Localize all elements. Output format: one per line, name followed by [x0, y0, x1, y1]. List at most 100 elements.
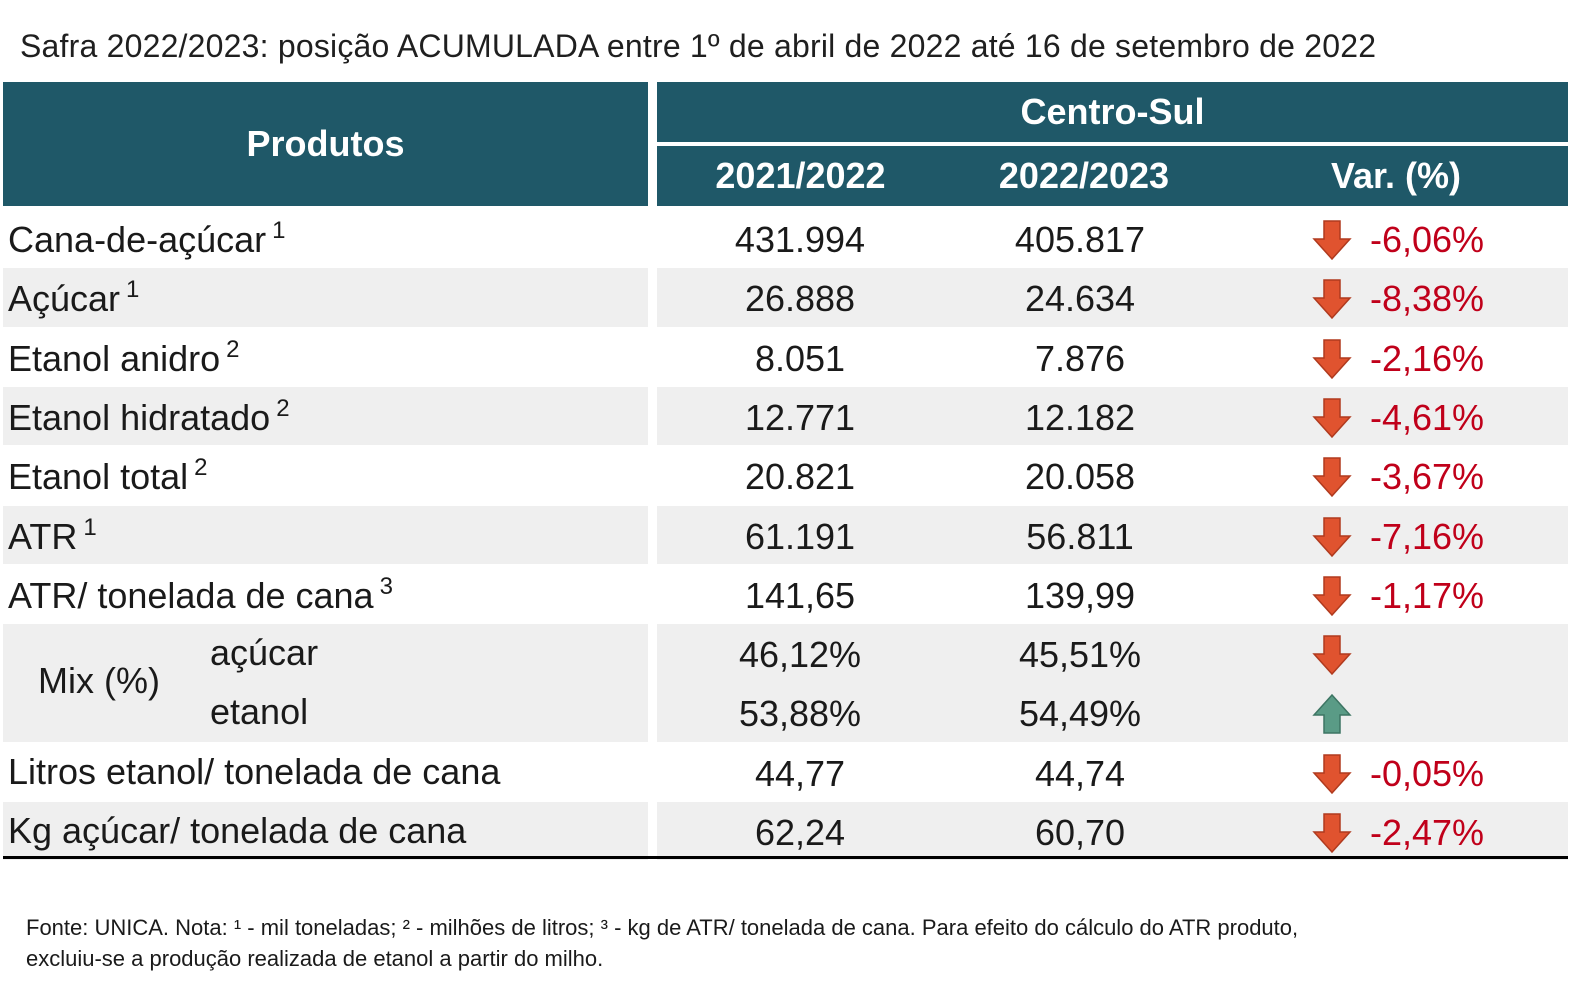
mix-acucar-2021-2022: 46,12%	[738, 634, 862, 676]
row-shade-right	[657, 802, 1568, 861]
row-label-text: Etanol anidro	[8, 337, 221, 379]
row-label: Etanol hidratado 2	[8, 395, 290, 439]
row-label-text: Kg açúcar/ tonelada de cana	[8, 810, 467, 851]
value-2021-2022: 26.888	[744, 278, 856, 320]
mix-sub-label-acucar: açúcar	[210, 632, 319, 674]
table-row: Etanol total 2 20.821 20.058 -3,67%	[0, 446, 1580, 504]
footnote-marker: 1	[126, 276, 140, 304]
table-bottom-rule	[3, 856, 1568, 859]
table-row: Cana-de-açúcar 1 431.994 405.817 -6,06%	[0, 209, 1580, 267]
value-2022-2023: 20.058	[1024, 456, 1136, 498]
variation-value: -8,38%	[1370, 278, 1485, 320]
arrow-down-icon	[1312, 278, 1352, 320]
row-label: ATR 1	[8, 514, 97, 558]
footnote-marker: 2	[276, 394, 290, 422]
value-2022-2023: 12.182	[1024, 396, 1136, 438]
row-label-text: Etanol hidratado	[8, 396, 271, 438]
value-2022-2023: 139,99	[1024, 574, 1136, 616]
footnote-line-2: excluiu-se a produção realizada de etano…	[26, 946, 604, 971]
row-label-text: Litros etanol/ tonelada de cana	[8, 750, 501, 792]
header-col-2022-2023: 2022/2023	[944, 146, 1224, 206]
table-row: ATR 1 61.191 56.811 -7,16%	[0, 505, 1580, 564]
table-row: Açúcar 1 26.888 24.634 -8,38%	[0, 268, 1580, 327]
arrow-down-icon	[1312, 338, 1352, 380]
value-2022-2023: 405.817	[1014, 219, 1146, 260]
mix-acucar-2022-2023: 45,51%	[1018, 634, 1142, 676]
variation-value: -7,16%	[1370, 515, 1485, 557]
arrow-down-icon	[1312, 753, 1352, 795]
table-row: Litros etanol/ tonelada de cana 44,77 44,7…	[0, 743, 1580, 801]
header-col-var: Var. (%)	[1224, 146, 1568, 206]
row-label-text: Etanol total	[8, 456, 189, 498]
value-2021-2022: 431.994	[734, 219, 866, 260]
page-title: Safra 2022/2023: posição ACUMULADA entre…	[20, 28, 1377, 64]
row-label: Etanol anidro 2	[8, 336, 240, 380]
footnote-marker: 3	[379, 572, 393, 600]
value-2021-2022: 141,65	[744, 574, 856, 616]
variation-value: -2,16%	[1370, 337, 1485, 379]
table-row: Etanol hidratado 2 12.771 12.182 -4,61%	[0, 386, 1580, 446]
row-label-text: ATR/ tonelada de cana	[8, 574, 374, 616]
row-shade-left	[3, 802, 648, 861]
value-2021-2022: 12.771	[744, 396, 856, 438]
value-2021-2022: 8.051	[754, 337, 846, 379]
row-label: Litros etanol/ tonelada de cana	[8, 751, 500, 793]
footnote-marker: 2	[194, 454, 208, 482]
arrow-down-icon	[1312, 516, 1352, 558]
value-2022-2023: 7.876	[1034, 337, 1126, 379]
mix-row-group: Mix (%) açúcar 46,12% 45,51% etanol 53,88% 54,…	[0, 624, 1580, 742]
variation-value: -6,06%	[1370, 219, 1485, 260]
mix-sub-label-etanol: etanol	[210, 691, 309, 733]
footnote-line-1: Fonte: UNICA. Nota: ¹ - mil toneladas; ²…	[26, 915, 1299, 940]
value-2022-2023: 60,70	[1034, 812, 1126, 853]
row-shade-right	[657, 624, 1568, 742]
row-label: Açúcar 1	[8, 276, 139, 320]
footnote-marker: 1	[83, 513, 97, 541]
row-shade-left	[3, 505, 648, 564]
footnote: Fonte: UNICA. Nota: ¹ - mil toneladas; ²…	[26, 912, 1556, 974]
row-label: Etanol total 2	[8, 454, 207, 498]
mix-label: Mix (%)	[38, 660, 160, 702]
row-label: ATR/ tonelada de cana 3	[8, 573, 393, 617]
row-label-text: Cana-de-açúcar	[8, 219, 267, 260]
value-2021-2022: 62,24	[754, 812, 846, 853]
variation-value: -4,61%	[1370, 396, 1485, 438]
row-label: Kg açúcar/ tonelada de cana	[8, 810, 466, 852]
variation-value: -2,47%	[1370, 812, 1485, 853]
row-shade-right	[657, 505, 1568, 564]
arrow-down-icon	[1312, 397, 1352, 439]
row-label: Cana-de-açúcar 1	[8, 217, 286, 261]
row-label-text: ATR	[8, 515, 78, 557]
header-col-2021-2022: 2021/2022	[657, 146, 944, 206]
row-shade-left	[3, 268, 648, 327]
arrow-down-icon	[1312, 634, 1352, 676]
row-shade-right	[657, 268, 1568, 327]
value-2021-2022: 61.191	[744, 515, 856, 557]
row-shade-right	[657, 386, 1568, 446]
header-region: Centro-Sul	[657, 82, 1568, 142]
value-2021-2022: 44,77	[754, 752, 846, 794]
value-2021-2022: 20.821	[744, 456, 856, 498]
variation-value: -1,17%	[1370, 574, 1485, 616]
arrow-down-icon	[1312, 812, 1352, 854]
arrow-up-icon	[1312, 693, 1352, 735]
variation-value: -0,05%	[1370, 752, 1485, 794]
row-shade-left	[3, 624, 648, 742]
header-produtos: Produtos	[3, 82, 648, 206]
arrow-down-icon	[1312, 219, 1352, 261]
table-row: Etanol anidro 2 8.051 7.876 -2,16%	[0, 328, 1580, 386]
footnote-marker: 1	[272, 217, 286, 244]
arrow-down-icon	[1312, 456, 1352, 498]
table-row: ATR/ tonelada de cana 3 141,65 139,99 -1,17%	[0, 565, 1580, 623]
row-label-text: Açúcar	[8, 278, 121, 320]
value-2022-2023: 56.811	[1026, 515, 1134, 557]
value-2022-2023: 24.634	[1024, 278, 1136, 320]
row-shade-left	[3, 386, 648, 446]
mix-etanol-2022-2023: 54,49%	[1018, 693, 1142, 735]
variation-value: -3,67%	[1370, 456, 1485, 498]
mix-etanol-2021-2022: 53,88%	[738, 693, 862, 735]
arrow-down-icon	[1312, 575, 1352, 617]
table-row: Kg açúcar/ tonelada de cana 62,24 60,70 -2,…	[0, 802, 1580, 861]
value-2022-2023: 44,74	[1034, 752, 1126, 794]
footnote-marker: 2	[226, 335, 240, 363]
